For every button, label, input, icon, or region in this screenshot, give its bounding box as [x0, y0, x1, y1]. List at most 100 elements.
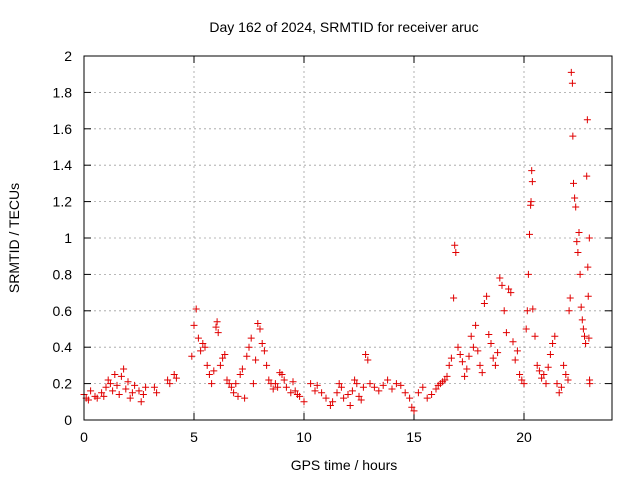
data-point [578, 316, 586, 324]
data-point [489, 354, 497, 362]
data-point [573, 238, 581, 246]
data-point [120, 365, 128, 373]
data-point [562, 371, 570, 378]
data-point [432, 385, 440, 393]
data-point [419, 383, 427, 391]
data-point [128, 389, 136, 397]
data-point [480, 300, 488, 308]
data-point [528, 178, 536, 186]
y-tick-label: 1 [64, 230, 72, 246]
x-tick-label: 10 [296, 429, 312, 445]
data-point [397, 381, 405, 389]
y-tick-label: 0.8 [53, 266, 73, 282]
data-point [565, 307, 573, 315]
data-point [234, 392, 242, 400]
data-point [445, 361, 453, 369]
data-point [584, 292, 592, 300]
data-point [366, 380, 374, 388]
data-point [498, 281, 506, 289]
data-point [122, 385, 130, 393]
y-tick-label: 1.4 [53, 157, 73, 173]
data-point [574, 249, 582, 257]
data-point [93, 394, 101, 402]
data-point [329, 398, 337, 406]
data-point [535, 367, 543, 375]
data-point [221, 350, 229, 358]
data-point [117, 372, 125, 380]
data-point [223, 376, 231, 384]
data-point [408, 403, 416, 411]
data-point [531, 332, 539, 340]
data-point [318, 389, 326, 397]
data-point [357, 396, 365, 404]
data-point [505, 285, 513, 293]
data-point [513, 347, 521, 355]
data-point [280, 376, 288, 384]
data-point [572, 203, 580, 211]
y-tick-label: 0.4 [53, 339, 73, 355]
data-point [104, 376, 112, 384]
data-point [500, 307, 508, 315]
data-point [287, 389, 295, 397]
data-point [210, 367, 218, 375]
data-point [454, 343, 462, 351]
data-point [201, 343, 209, 351]
data-point [494, 349, 502, 357]
data-point [456, 350, 464, 358]
data-point [585, 334, 593, 342]
data-point [291, 387, 299, 395]
data-point [214, 329, 222, 337]
data-point [507, 289, 515, 297]
data-point [247, 334, 255, 342]
data-point [313, 381, 321, 389]
data-point [265, 376, 273, 384]
data-point [236, 371, 244, 378]
data-point [212, 323, 220, 331]
data-points [80, 68, 594, 415]
data-point [135, 387, 143, 395]
data-point [392, 380, 400, 388]
data-point [359, 383, 367, 391]
data-point [271, 380, 279, 388]
data-point [333, 389, 341, 397]
y-tick-label: 1.8 [53, 84, 73, 100]
data-point [351, 376, 359, 384]
data-point [551, 332, 559, 340]
data-point [544, 363, 552, 371]
chart-title: Day 162 of 2024, SRMTID for receiver aru… [209, 19, 478, 35]
data-point [256, 325, 264, 333]
data-point [401, 389, 409, 397]
data-point [523, 307, 531, 315]
data-point [447, 354, 455, 362]
data-point [190, 321, 198, 329]
data-point [346, 401, 354, 409]
data-point [98, 389, 106, 397]
y-axis-ticks: 0 0.2 0.4 0.6 0.8 1 1.2 1.4 1.6 1.8 2 [53, 48, 612, 428]
data-point [269, 385, 277, 393]
data-point [406, 394, 414, 402]
data-point [230, 389, 238, 397]
data-point [153, 389, 161, 397]
data-point [87, 387, 95, 395]
data-point [450, 294, 458, 302]
data-point [322, 394, 330, 402]
data-point [139, 391, 147, 399]
data-point [528, 167, 536, 175]
data-point [126, 394, 134, 402]
data-point [260, 347, 268, 355]
data-point [549, 340, 557, 348]
data-point [496, 274, 504, 282]
y-tick-label: 0 [64, 412, 72, 428]
data-point [199, 340, 207, 348]
data-point [278, 371, 286, 378]
data-point [258, 340, 266, 348]
data-point [502, 329, 510, 337]
data-point [586, 380, 594, 388]
data-point [379, 381, 387, 389]
data-point [241, 394, 249, 402]
data-point [582, 340, 590, 348]
grid [84, 56, 612, 420]
data-point [576, 270, 584, 278]
data-point [208, 380, 216, 388]
